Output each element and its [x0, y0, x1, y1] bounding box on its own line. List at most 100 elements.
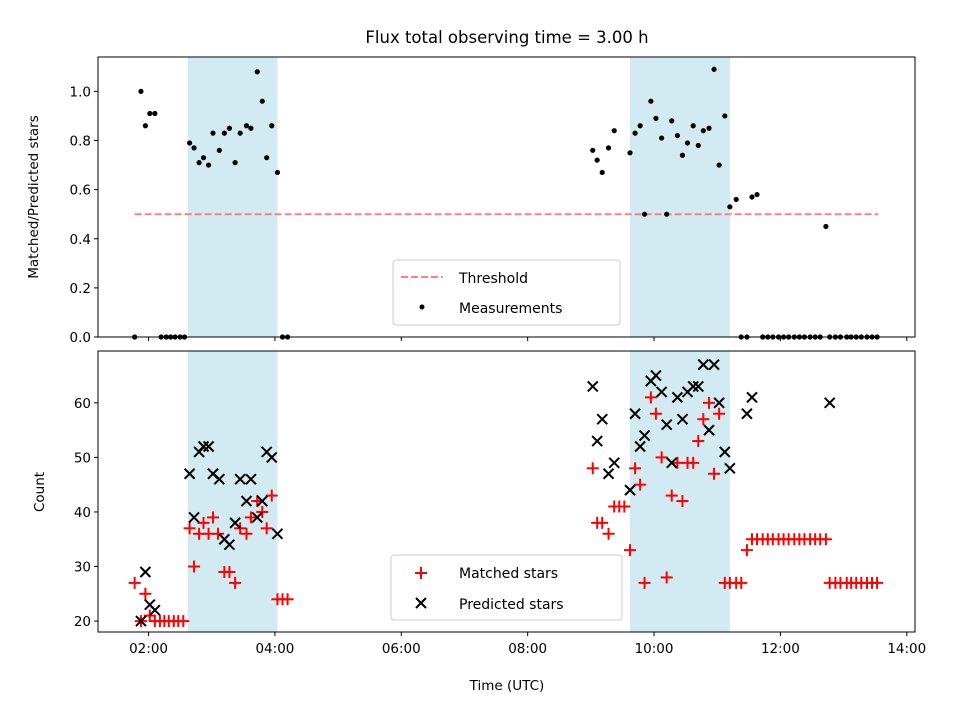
measurement-point [700, 128, 706, 134]
matched-star-point [212, 527, 225, 540]
matched-star-point [139, 587, 152, 600]
predicted-star-point [240, 495, 253, 507]
measurement-point [632, 130, 638, 136]
measurement-point [594, 157, 600, 163]
predicted-star-point [660, 418, 673, 431]
bot-x-tick-label: 14:00 [887, 641, 926, 657]
predicted-star-point [197, 440, 210, 453]
predicted-star-point [741, 408, 753, 420]
matched-star-point [234, 522, 247, 535]
measurement-point [210, 130, 216, 136]
matched-star-point [692, 435, 705, 448]
matched-star-point [871, 576, 884, 589]
matched-star-point [703, 396, 716, 409]
bottom-legend: Matched stars Predicted stars [390, 554, 623, 621]
bottom-panel: 20 30 40 50 60 02:00 04:00 06:00 08:00 10:00 12:00… [32, 350, 926, 694]
predicted-star-point [591, 435, 603, 447]
predicted-star-point [634, 440, 646, 453]
predicted-star-point [223, 538, 236, 551]
measurement-point [669, 118, 675, 124]
predicted-star-point [703, 424, 715, 436]
measurement-point [226, 125, 233, 131]
matched-star-point [629, 462, 642, 475]
bot-shaded-span [630, 351, 730, 632]
bot-x-tick-label: 02:00 [129, 641, 168, 657]
measurement-point [205, 162, 212, 168]
matched-star-point [223, 565, 236, 578]
matched-star-point [229, 576, 242, 589]
measurement-point [716, 162, 722, 168]
measurement-point [659, 135, 665, 141]
measurement-point [216, 147, 222, 153]
predicted-star-point [188, 511, 200, 524]
measurement-point [147, 110, 153, 117]
top-y-tick-label: 0.8 [70, 134, 91, 150]
matched-star-point [676, 495, 689, 508]
measurement-point [637, 123, 643, 129]
predicted-star-point [638, 429, 651, 442]
predicted-star-point [719, 446, 731, 458]
measurement-point [599, 169, 605, 176]
measurement-point [679, 152, 686, 158]
matched-star-point [183, 522, 196, 535]
predicted-star-point [708, 358, 720, 371]
predicted-star-point [202, 440, 215, 453]
matched-star-point [188, 560, 201, 573]
measurement-point [187, 140, 193, 146]
measurement-point [259, 98, 265, 104]
bot-plot-frame [97, 350, 916, 633]
predicted-star-point [229, 517, 241, 529]
predicted-star-point [624, 484, 636, 496]
bot-x-tick-label: 08:00 [508, 641, 547, 657]
legend-measurements-label: Measurements [459, 301, 562, 317]
matched-star-point [638, 576, 651, 589]
matched-star-point [624, 544, 637, 557]
predicted-star-point [666, 457, 678, 469]
predicted-star-point [139, 566, 152, 578]
matched-star-point [655, 451, 668, 464]
measurement-point [641, 211, 648, 217]
measurement-point [196, 160, 202, 166]
bot-x-tick-label: 10:00 [635, 641, 674, 657]
matched-star-point [713, 407, 726, 420]
legend-predicted-swatch [415, 597, 427, 609]
x-axis-label: Time (UTC) [469, 678, 545, 694]
matched-star-point [660, 571, 673, 584]
measurement-point [605, 145, 612, 151]
matched-star-point [708, 467, 721, 480]
matched-star-point [265, 489, 278, 502]
predicted-star-point [650, 369, 662, 382]
top-y-tick-label: 0.2 [70, 281, 91, 297]
measurement-point [711, 66, 717, 72]
top-shaded-span [187, 57, 278, 337]
measurement-point [269, 123, 275, 129]
measurement-point [611, 128, 617, 134]
measurement-point [695, 142, 701, 149]
matched-star-point [649, 407, 662, 420]
matched-star-point [281, 593, 294, 606]
measurement-point [142, 123, 148, 129]
measurement-point [627, 150, 633, 156]
top-shaded-span [630, 57, 730, 337]
matched-star-point [602, 527, 615, 540]
measurement-point [664, 211, 670, 217]
legend-measurement-swatch [419, 304, 425, 310]
measurement-point [191, 145, 197, 151]
legend-matched-label: Matched stars [459, 566, 558, 582]
bot-shaded-span [187, 351, 278, 632]
bot-y-tick-label: 60 [74, 396, 91, 412]
measurement-point [237, 130, 243, 136]
measurement-point [727, 204, 733, 210]
matched-star-point [687, 456, 700, 469]
bot-x-tick-label: 06:00 [382, 641, 421, 657]
top-y-axis-label: Matched/Predicted stars [26, 115, 42, 278]
predicted-star-point [266, 451, 278, 464]
matched-star-point [735, 576, 748, 589]
legend-matched-swatch [415, 567, 427, 579]
measurement-point [684, 140, 691, 146]
matched-star-point [671, 456, 684, 469]
top-plot-frame [97, 56, 916, 338]
predicted-star-point [671, 391, 684, 404]
predicted-star-point [676, 413, 689, 425]
measurement-point [733, 196, 739, 203]
